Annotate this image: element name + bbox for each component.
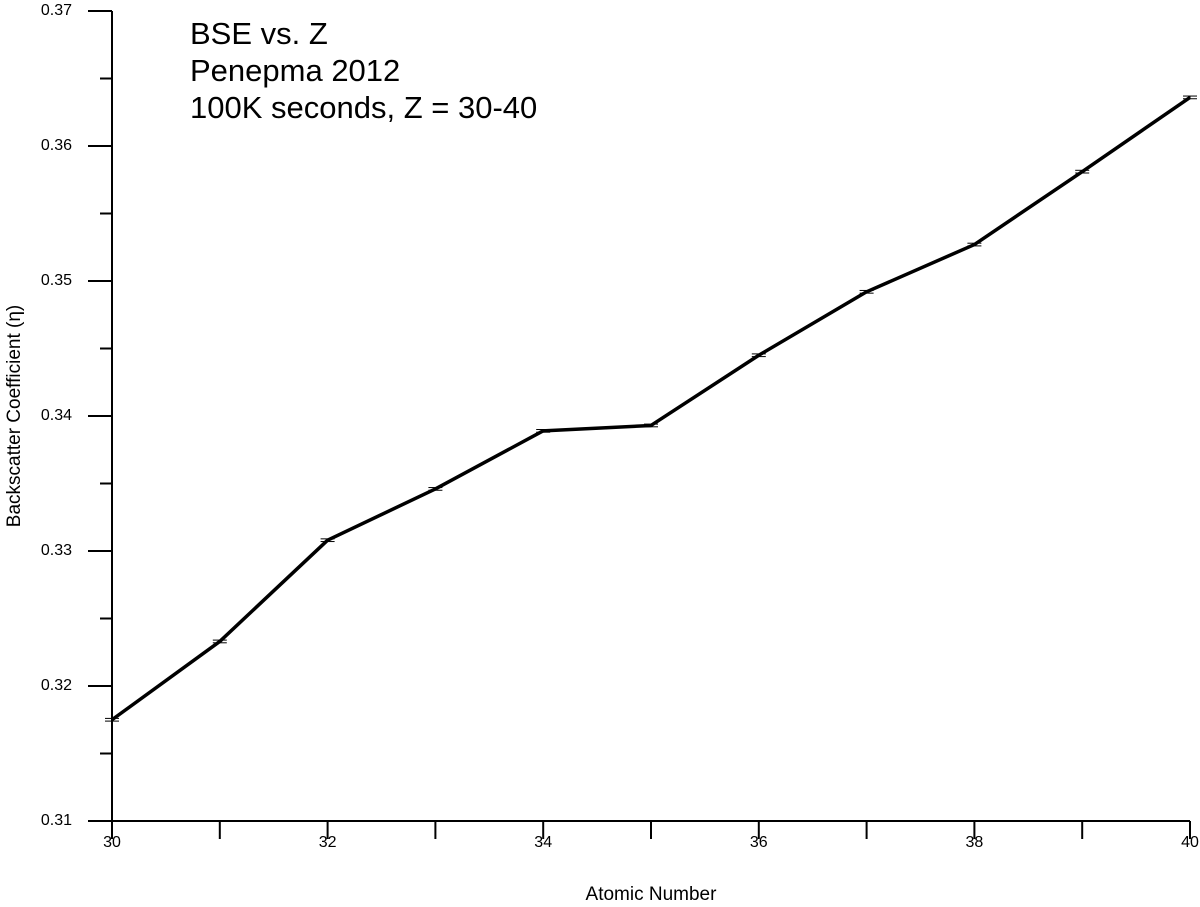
error-bar bbox=[751, 353, 766, 358]
x-tick-label: 34 bbox=[534, 834, 552, 851]
x-tick-label: 36 bbox=[750, 834, 768, 851]
chart-subtitle: 100K seconds, Z = 30-40 bbox=[190, 90, 537, 125]
y-tick-label: 0.34 bbox=[41, 407, 72, 424]
y-tick-label: 0.36 bbox=[41, 137, 72, 154]
y-tick-label: 0.31 bbox=[41, 812, 72, 829]
error-bar bbox=[428, 487, 443, 491]
chart-title: BSE vs. Z bbox=[190, 16, 328, 51]
error-bar bbox=[644, 423, 658, 428]
x-tick-label: 40 bbox=[1181, 834, 1199, 851]
error-bar bbox=[967, 242, 982, 247]
y-tick-label: 0.37 bbox=[41, 2, 72, 19]
error-bar bbox=[859, 289, 874, 294]
error-bar bbox=[105, 717, 119, 722]
error-bar bbox=[320, 538, 335, 543]
error-bar bbox=[536, 429, 551, 433]
x-axis-label: Atomic Number bbox=[586, 884, 718, 905]
y-axis-label: Backscatter Coefficient (η) bbox=[4, 305, 25, 527]
error-bar bbox=[1183, 95, 1197, 100]
x-tick-label: 30 bbox=[103, 834, 121, 851]
error-bar bbox=[1075, 169, 1090, 174]
x-tick-label: 32 bbox=[319, 834, 337, 851]
y-tick-label: 0.33 bbox=[41, 542, 72, 559]
y-tick-label: 0.32 bbox=[41, 677, 72, 694]
chart-subtitle: Penepma 2012 bbox=[190, 53, 400, 88]
error-bar bbox=[212, 639, 227, 644]
data-line bbox=[110, 95, 1191, 722]
y-tick-label: 0.35 bbox=[41, 272, 72, 289]
x-tick-label: 38 bbox=[966, 834, 984, 851]
